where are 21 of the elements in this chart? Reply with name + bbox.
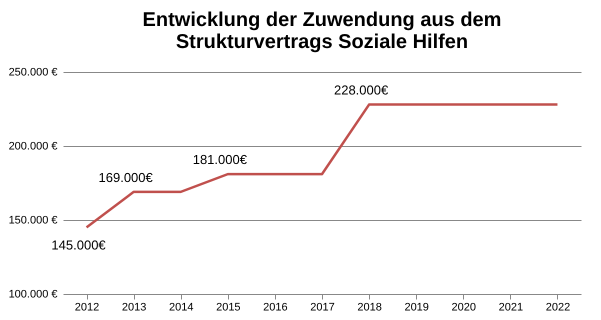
x-tick-label: 2017 bbox=[310, 302, 335, 314]
x-tick-label: 2012 bbox=[74, 302, 100, 314]
y-tick-label: 250.000 € bbox=[8, 66, 58, 78]
data-label: 181.000€ bbox=[192, 152, 248, 168]
data-label: 145.000€ bbox=[51, 237, 106, 252]
chart-title: Entwicklung der Zuwendung aus dem Strukturvertrags Soziale Hilfen bbox=[142, 9, 502, 53]
y-tick-label: 100.000 € bbox=[8, 288, 58, 300]
x-tick-label: 2013 bbox=[122, 302, 146, 314]
x-tick-label: 2016 bbox=[263, 302, 288, 314]
data-label: 228.000€ bbox=[334, 82, 389, 98]
x-tick-label: 2015 bbox=[216, 302, 241, 314]
x-tick-label: 2022 bbox=[546, 302, 570, 314]
data-label: 169.000€ bbox=[98, 170, 154, 185]
x-tick-label: 2014 bbox=[168, 302, 194, 314]
x-tick-label: 2019 bbox=[404, 302, 429, 314]
x-tick-label: 2018 bbox=[357, 302, 382, 314]
line-series bbox=[85, 103, 559, 229]
y-tick-label: 200.000 € bbox=[8, 140, 58, 152]
x-tick-label: 2021 bbox=[498, 302, 524, 314]
y-tick-label: 150.000 € bbox=[8, 214, 58, 226]
x-tick-label: 2020 bbox=[452, 302, 476, 314]
